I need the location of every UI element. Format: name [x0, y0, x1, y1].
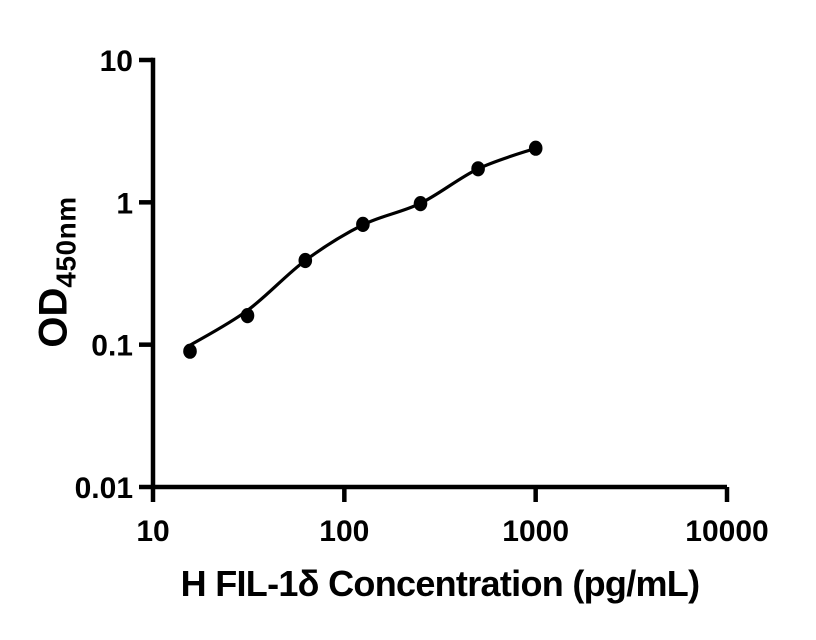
y-tick-label: 0.1 — [91, 330, 133, 363]
x-tick-label: 10 — [136, 515, 169, 548]
data-point — [240, 308, 255, 324]
data-point — [298, 252, 313, 269]
y-tick-label: 1 — [116, 187, 133, 220]
data-point — [528, 140, 543, 156]
x-tick-label: 1000 — [502, 515, 569, 548]
x-axis-title: H FIL-1δ Concentration (pg/mL) — [180, 563, 700, 604]
x-tick-label: 10000 — [685, 515, 768, 548]
data-point — [183, 343, 197, 359]
data-point — [471, 161, 485, 177]
y-tick-label: 10 — [100, 45, 133, 78]
data-point — [413, 196, 428, 212]
y-axis-title-subscript: 450nm — [50, 196, 82, 288]
axes-spine — [150, 57, 727, 490]
y-tick-label: 0.01 — [75, 472, 133, 505]
data-point — [356, 216, 370, 232]
y-axis-title: OD450nm — [31, 196, 82, 348]
x-tick-label: 100 — [319, 515, 369, 548]
y-axis-title-main: OD — [31, 287, 76, 348]
